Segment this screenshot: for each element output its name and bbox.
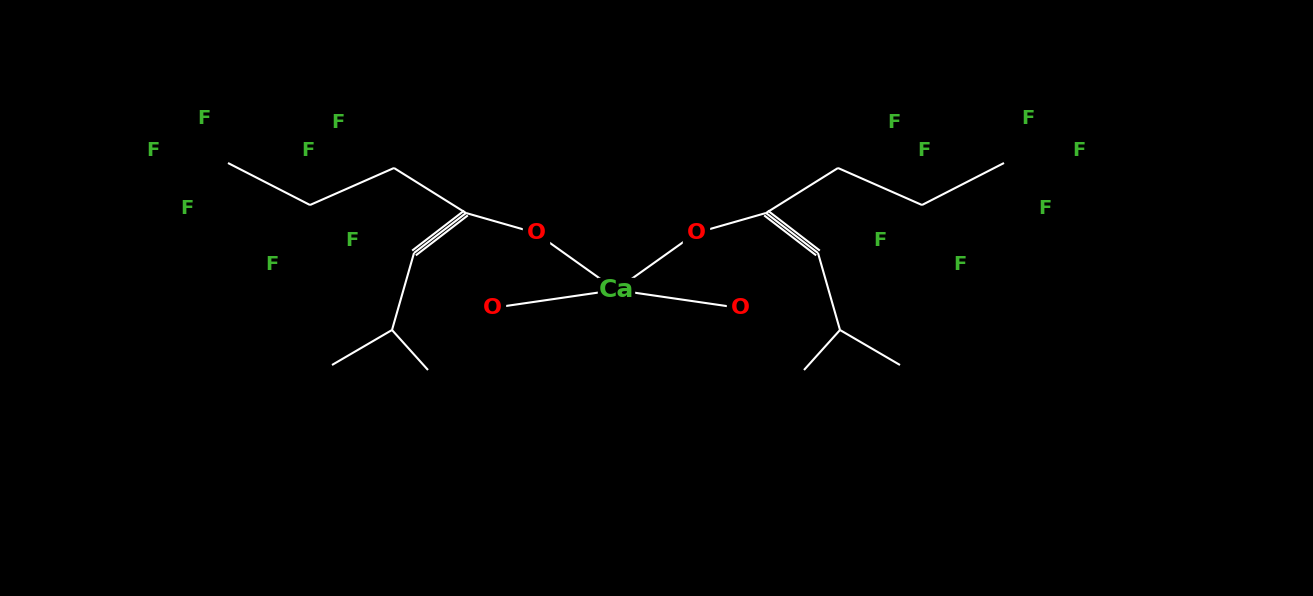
Text: F: F — [345, 231, 358, 250]
Text: Ca: Ca — [599, 278, 634, 302]
Text: F: F — [918, 141, 931, 160]
Bar — [597, 278, 634, 302]
Bar — [727, 297, 752, 319]
Text: F: F — [1022, 108, 1035, 128]
Text: F: F — [1039, 198, 1052, 218]
Text: F: F — [953, 256, 966, 275]
Text: F: F — [146, 141, 160, 160]
Text: F: F — [180, 198, 193, 218]
Bar — [683, 222, 709, 244]
Bar — [479, 297, 506, 319]
Text: O: O — [730, 298, 750, 318]
Text: O: O — [687, 223, 705, 243]
Text: F: F — [888, 113, 901, 132]
Text: O: O — [527, 223, 545, 243]
Text: F: F — [1073, 141, 1086, 160]
Text: F: F — [197, 108, 210, 128]
Text: F: F — [302, 141, 315, 160]
Text: F: F — [265, 256, 278, 275]
Bar — [523, 222, 549, 244]
Text: O: O — [482, 298, 502, 318]
Text: F: F — [873, 231, 886, 250]
Text: F: F — [331, 113, 344, 132]
